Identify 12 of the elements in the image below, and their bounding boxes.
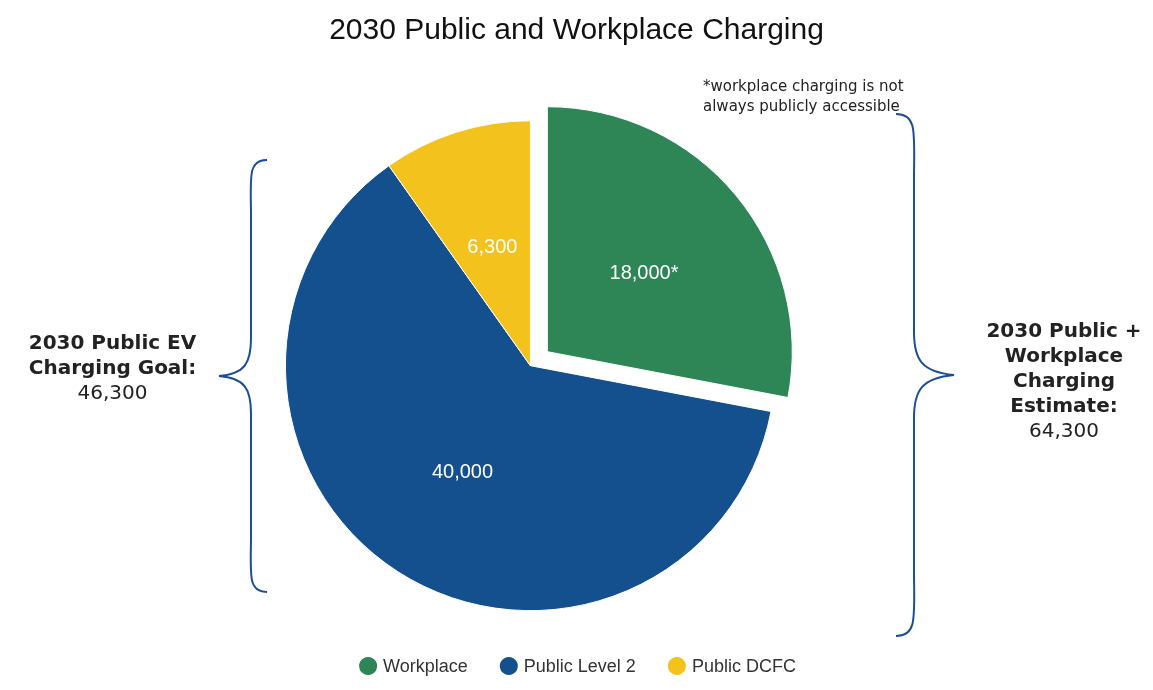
chart-title: 2030 Public and Workplace Charging (329, 11, 824, 45)
legend-label: Public Level 2 (523, 656, 636, 676)
text: 2030 Public EV Charging Goal: (27, 330, 198, 380)
data-label: 40,000 (431, 460, 494, 483)
data-label: 6,300 (467, 235, 518, 258)
text: 2030 Public + Workplace Charging Estimate: (985, 318, 1143, 418)
text: *workplace charging is not always publicly accessible (703, 76, 905, 116)
legend-label: Public DCFC (691, 656, 796, 676)
legend-label: Workplace (383, 656, 468, 676)
text: 46,300 (76, 380, 149, 405)
data-label: 18,000* (609, 260, 679, 283)
text: 64,300 (1028, 418, 1100, 443)
